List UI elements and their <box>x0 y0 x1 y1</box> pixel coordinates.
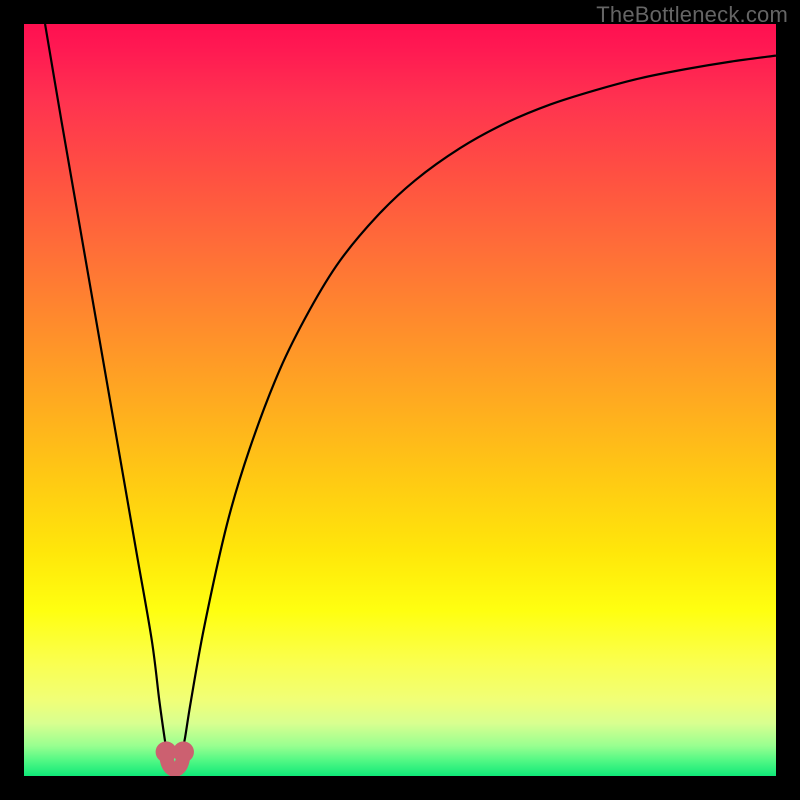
curve-left <box>45 24 167 752</box>
curve-layer <box>24 24 776 776</box>
dip-node-right <box>173 741 194 762</box>
curve-right <box>182 56 776 752</box>
watermark-text: TheBottleneck.com <box>596 2 788 28</box>
plot-container <box>24 24 776 776</box>
